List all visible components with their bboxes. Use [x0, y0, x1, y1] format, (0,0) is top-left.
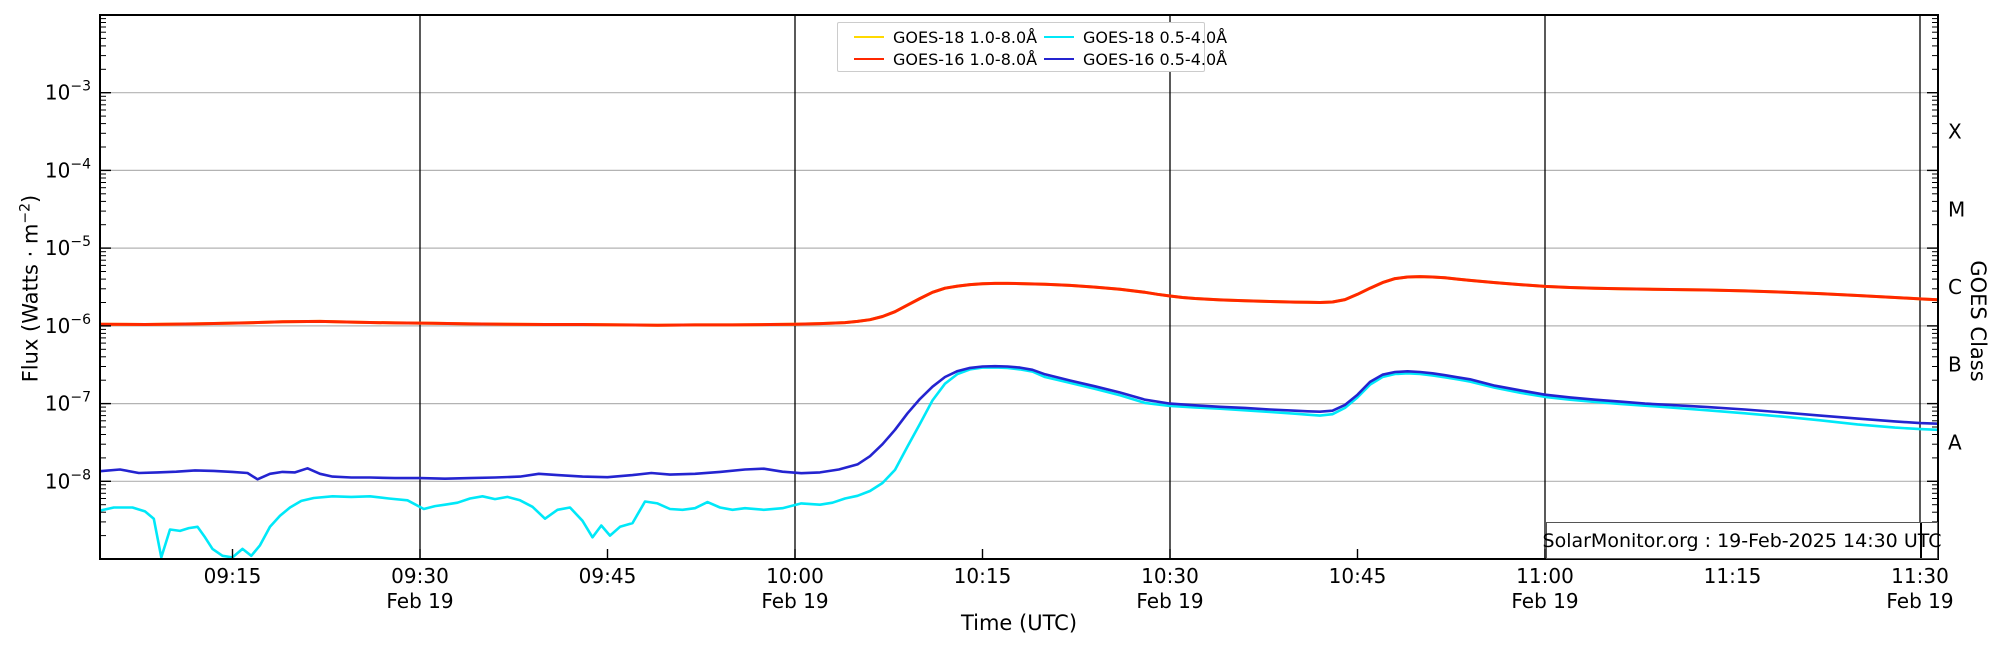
- x-day-label: Feb 19: [1886, 589, 1953, 613]
- plot-border: [99, 14, 1939, 560]
- x-tick-label: 09:30: [391, 564, 449, 588]
- series-line-goes-16-0-5-4-0-: [100, 364, 1938, 481]
- day-gridline-overlay: [1920, 523, 1922, 558]
- legend-entry-goes-16-0-5-4-0-: GOES-16 0.5-4.0Å: [1044, 49, 1228, 69]
- goes-class-letter-m: M: [1948, 197, 1965, 221]
- y-tick-label: 10−8: [45, 467, 91, 493]
- x-tick-label: 11:15: [1704, 564, 1762, 588]
- x-axis-title: Time (UTC): [960, 611, 1078, 635]
- legend-label: GOES-18 1.0-8.0Å: [893, 27, 1038, 47]
- x-day-label: Feb 19: [1511, 589, 1578, 613]
- legend-swatch: [854, 36, 884, 38]
- x-tick-label: 11:00: [1516, 564, 1574, 588]
- y-tick-label: 10−3: [45, 79, 91, 105]
- y-axis-title-text: Flux (Watts · m: [18, 223, 43, 383]
- legend-entry-goes-16-1-0-8-0-: GOES-16 1.0-8.0Å: [854, 49, 1038, 69]
- series-group: [100, 275, 1938, 559]
- x-tick-label: 10:00: [766, 564, 824, 588]
- x-day-label: Feb 19: [1136, 589, 1203, 613]
- y-axis-title: Flux (Watts · m−2): [18, 164, 43, 414]
- x-tick-label: 10:15: [954, 564, 1012, 588]
- x-day-label: Feb 19: [761, 589, 828, 613]
- goes-class-letter-b: B: [1948, 353, 1962, 377]
- legend-label: GOES-18 0.5-4.0Å: [1083, 27, 1228, 47]
- goes-class-letter-c: C: [1948, 275, 1962, 299]
- attribution-text: SolarMonitor.org : 19-Feb-2025 14:30 UTC: [1542, 529, 1942, 552]
- legend-label: GOES-16 0.5-4.0Å: [1083, 49, 1228, 69]
- y-axis-title-sup: −2: [17, 202, 34, 224]
- x-tick-label: 11:30: [1891, 564, 1949, 588]
- x-tick-label: 10:45: [1329, 564, 1387, 588]
- x-day-label: Feb 19: [386, 589, 453, 613]
- x-tick-label: 10:30: [1141, 564, 1199, 588]
- attribution: SolarMonitor.org : 19-Feb-2025 14:30 UTC: [1543, 522, 1941, 559]
- legend-swatch: [1044, 36, 1074, 38]
- series-line-goes-16-1-0-8-0-: [100, 275, 1938, 327]
- y-tick-label: 10−4: [45, 156, 91, 182]
- legend-entry-goes-18-0-5-4-0-: GOES-18 0.5-4.0Å: [1044, 27, 1228, 47]
- legend-entry-goes-18-1-0-8-0-: GOES-18 1.0-8.0Å: [854, 27, 1038, 47]
- legend: GOES-18 1.0-8.0Å GOES-16 1.0-8.0Å GOES-18 …: [837, 22, 1227, 72]
- y-tick-label: 10−7: [45, 390, 91, 416]
- series-line-goes-18-0-5-4-0-: [100, 366, 1938, 559]
- y-axis-title-close: ): [18, 194, 43, 203]
- x-tick-label: 09:15: [204, 564, 262, 588]
- y-tick-label: 10−6: [45, 312, 91, 338]
- goes-class-letter-a: A: [1948, 430, 1962, 454]
- legend-label: GOES-16 1.0-8.0Å: [893, 49, 1038, 69]
- goes-class-letter-x: X: [1948, 120, 1962, 144]
- x-tick-label: 09:45: [579, 564, 637, 588]
- legend-swatch: [854, 58, 884, 60]
- legend-swatch: [1044, 58, 1074, 60]
- y-tick-label: 10−5: [45, 234, 91, 260]
- right-axis-title: GOES Class: [1966, 260, 1990, 382]
